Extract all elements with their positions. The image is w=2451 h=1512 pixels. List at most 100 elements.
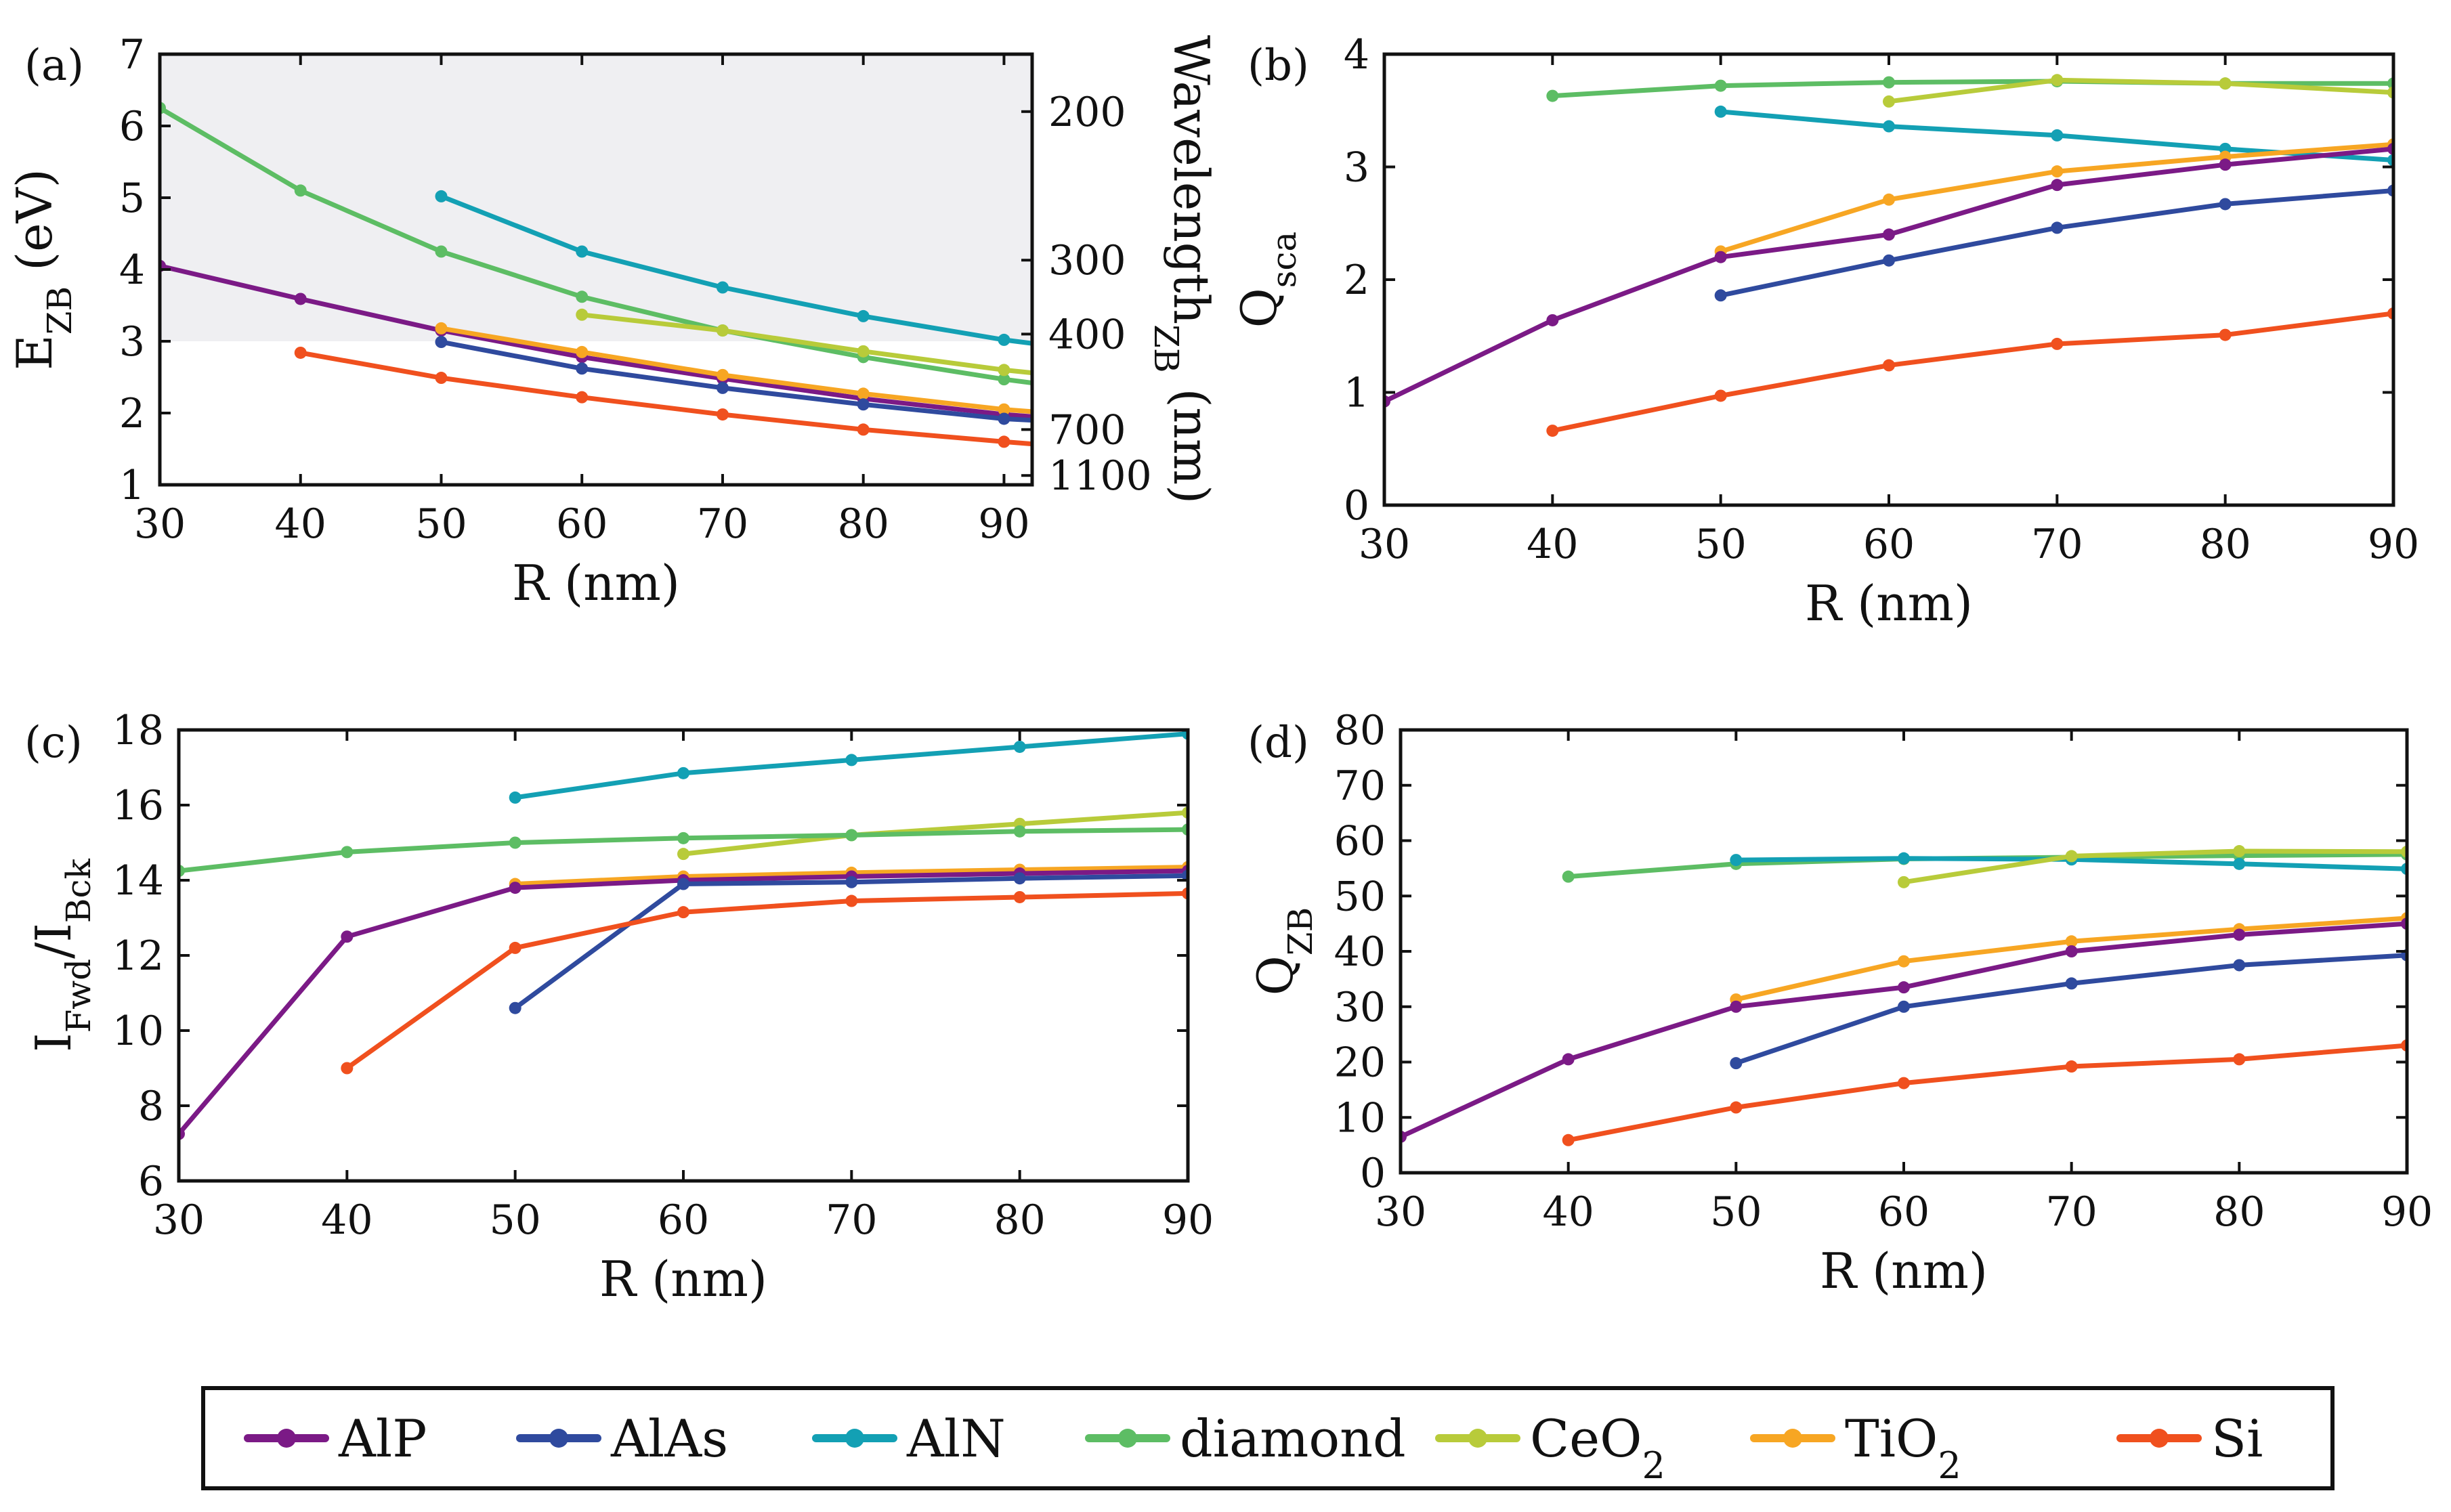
legend-swatch-marker-alas <box>549 1429 568 1448</box>
panel-a-series <box>160 102 1032 448</box>
panel-a: 30 40 50 60 70 80 90 1 2 3 4 5 6 7 200 300 400 7001100Wav… <box>6 31 1220 611</box>
panel-a-point-tio2-60 <box>576 345 589 358</box>
panel-b-point-diamond-50 <box>1714 79 1727 92</box>
panel-c-point-alas-80 <box>1013 872 1026 885</box>
panel-a-point-tio2-80 <box>857 387 870 400</box>
panel-b-ytick-label-1: 1 <box>1344 370 1369 417</box>
panel-d-point-tio2-70 <box>2065 935 2078 948</box>
panel-b-point-alp-40 <box>1546 314 1559 326</box>
panel-c-xtick-label-70: 70 <box>826 1196 877 1244</box>
panel-d-point-aln-60 <box>1898 852 1910 865</box>
panel-b-ytick-label-2: 2 <box>1344 257 1369 304</box>
panel-c-label: (c) <box>24 718 83 768</box>
panel-a-point-aln-90 <box>998 333 1010 346</box>
panel-c-point-si-70 <box>845 894 858 907</box>
panel-b-point-alp-80 <box>2219 158 2232 171</box>
panel-a-point-si-90 <box>998 435 1010 448</box>
panel-c-series <box>179 730 1188 1140</box>
panel-c-point-ceo2-60 <box>677 848 689 861</box>
panel-c-xtick-label-90: 90 <box>1162 1196 1214 1244</box>
panel-a-xtick-label-30: 30 <box>134 500 186 548</box>
panel-b-ytick-label-0: 0 <box>1344 482 1369 530</box>
panel-a-ytick-label-1: 1 <box>119 462 145 509</box>
panel-b-point-tio2-60 <box>1883 193 1895 206</box>
legend-swatch-marker-diamond <box>1118 1429 1137 1448</box>
panel-c-point-aln-50 <box>509 791 521 804</box>
panel-c-xtick-label-40: 40 <box>321 1196 372 1244</box>
panel-b-point-tio2-70 <box>2051 165 2064 178</box>
panel-c-xtick-label-60: 60 <box>658 1196 709 1244</box>
panel-b-point-diamond-60 <box>1883 76 1895 89</box>
panel-d-point-alp-80 <box>2233 928 2246 941</box>
legend-swatch-marker-tio2 <box>1783 1429 1802 1448</box>
panel-c-point-alas-70 <box>845 876 858 888</box>
panel-d-xtick-label-80: 80 <box>2213 1188 2265 1236</box>
panels: 30 40 50 60 70 80 9012345672003004007001100Wav… <box>6 31 2433 1308</box>
panel-a-point-diamond-90 <box>998 373 1010 386</box>
panel-d-point-tio2-60 <box>1898 955 1910 968</box>
panel-b-point-si-80 <box>2219 328 2232 341</box>
panel-b-point-alas-60 <box>1883 254 1895 267</box>
panel-a-point-alas-70 <box>716 381 729 394</box>
panel-d-ytick-label-30: 30 <box>1334 984 1386 1031</box>
panel-c-point-diamond-50 <box>509 836 521 849</box>
panel-a-y2tick-label-300: 300 <box>1048 237 1126 284</box>
panel-d-xtick-label-60: 60 <box>1878 1188 1930 1236</box>
panel-a-label: (a) <box>24 41 84 91</box>
panel-b-xtick-label-70: 70 <box>2031 521 2083 568</box>
panel-b-line-si <box>1550 311 2393 433</box>
panel-a-point-ceo2-70 <box>716 324 729 337</box>
panel-d-point-ceo2-70 <box>2065 850 2078 863</box>
panel-d-point-si-50 <box>1730 1101 1743 1114</box>
panel-d-point-si-40 <box>1562 1133 1575 1146</box>
legend-items: AlP AlAs AlN diamond CeO2 TiO2 Si <box>244 1408 2263 1487</box>
panel-a-point-aln-60 <box>576 245 589 258</box>
panel-a-point-tio2-70 <box>716 368 729 381</box>
panel-d-xtick-label-90: 90 <box>2381 1188 2433 1236</box>
legend-item-alas: AlAs <box>516 1408 728 1469</box>
panel-b-point-si-70 <box>2051 337 2064 350</box>
panel-b-xtick-label-80: 80 <box>2199 521 2251 568</box>
legend-label-tio2: TiO2 <box>1845 1408 1961 1487</box>
panel-b-xtick-label-40: 40 <box>1527 521 1578 568</box>
panel-a-ytick-label-3: 3 <box>119 318 145 366</box>
panel-d-point-si-80 <box>2233 1053 2246 1066</box>
legend-label-alp: AlP <box>338 1408 427 1469</box>
panel-c-x-axis-label: R (nm) <box>599 1251 767 1308</box>
panel-a-point-aln-70 <box>716 281 729 294</box>
panel-d-point-ceo2-80 <box>2233 845 2246 858</box>
legend-item-si: Si <box>2116 1408 2263 1469</box>
panel-d-point-ceo2-60 <box>1898 876 1910 888</box>
panel-d-xtick-label-50: 50 <box>1710 1188 1762 1236</box>
legend-label-alas: AlAs <box>610 1408 728 1469</box>
panel-a-xtick-label-50: 50 <box>415 500 467 548</box>
panel-a-point-diamond-60 <box>576 290 589 303</box>
legend-item-aln: AlN <box>812 1408 1006 1469</box>
panel-a-point-ceo2-80 <box>857 345 870 358</box>
panel-a-point-si-80 <box>857 423 870 436</box>
panel-d-point-alp-60 <box>1898 981 1910 994</box>
panel-a-point-tio2-90 <box>998 403 1010 416</box>
panel-d-line-si <box>1566 1043 2407 1143</box>
panel-c-line-si <box>344 890 1188 1071</box>
panel-d-ytick-label-70: 70 <box>1334 762 1386 810</box>
legend: AlP AlAs AlN diamond CeO2 TiO2 Si <box>201 1386 2335 1490</box>
panel-d-label: (d) <box>1248 718 1309 768</box>
panel-a-line-alp <box>160 263 1032 419</box>
panel-d-series <box>1401 845 2407 1146</box>
panel-a-point-aln-50 <box>435 190 448 202</box>
panel-c-point-aln-60 <box>677 766 689 779</box>
panel-a-point-alp-40 <box>294 293 307 305</box>
panel-a-x-axis-label: R (nm) <box>512 555 680 611</box>
panel-d-point-alp-70 <box>2065 945 2078 957</box>
panel-c-point-diamond-70 <box>845 829 858 842</box>
panel-c-ytick-label-6: 6 <box>138 1158 164 1205</box>
panel-d-point-aln-80 <box>2233 857 2246 870</box>
panel-c-point-si-40 <box>341 1062 354 1075</box>
panel-c-y-axis-label: IFwd/IBck <box>25 858 98 1052</box>
legend-swatch-marker-ceo2 <box>1468 1429 1487 1448</box>
panel-b-point-aln-70 <box>2051 129 2064 142</box>
legend-swatch-marker-aln <box>845 1429 864 1448</box>
panel-d-point-alas-60 <box>1898 1000 1910 1013</box>
